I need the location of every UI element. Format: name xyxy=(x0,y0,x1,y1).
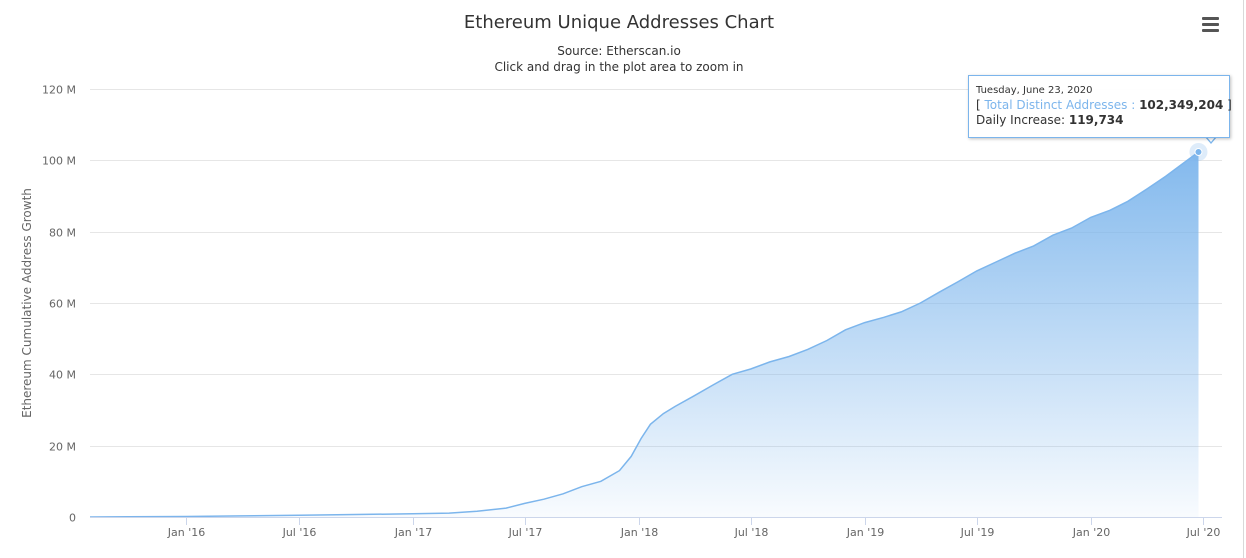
hamburger-menu-icon-bar xyxy=(1201,29,1219,32)
tooltip-increase-label: Daily Increase: xyxy=(976,113,1066,127)
series-area xyxy=(89,151,1199,518)
y-tick-label: 80 M xyxy=(49,227,76,240)
tooltip-arrow-inner xyxy=(1206,136,1216,142)
x-tick-label: Jan '19 xyxy=(846,526,884,539)
chart-tooltip: Tuesday, June 23, 2020 [ Total Distinct … xyxy=(968,75,1232,138)
y-tick-label: 40 M xyxy=(49,369,76,382)
x-tick-label: Jul '19 xyxy=(960,526,995,539)
x-tick-label: Jul '20 xyxy=(1186,526,1221,539)
hover-point xyxy=(1194,147,1203,156)
x-tick-label: Jul '17 xyxy=(508,526,543,539)
chart-subtitle-zoom-hint: Click and drag in the plot area to zoom … xyxy=(494,60,744,74)
series-area-fill xyxy=(90,152,1199,517)
y-tick-label: 20 M xyxy=(49,441,76,454)
tooltip-increase-line: Daily Increase: 119,734 xyxy=(976,113,1222,128)
hamburger-menu-icon-bar xyxy=(1201,23,1219,26)
tooltip-bracket-close: ] xyxy=(1227,98,1232,112)
chart-title: Ethereum Unique Addresses Chart xyxy=(463,12,775,33)
y-tick-label: 100 M xyxy=(42,155,76,168)
hover-marker xyxy=(1189,142,1208,161)
y-axis-title: Ethereum Cumulative Address Growth xyxy=(20,188,34,418)
x-tick-label: Jan '16 xyxy=(167,526,205,539)
tooltip-date: Tuesday, June 23, 2020 xyxy=(976,85,1093,96)
tooltip-bracket-open: [ xyxy=(976,98,981,112)
hamburger-menu-icon xyxy=(1201,17,1219,20)
x-tick-label: Jan '20 xyxy=(1072,526,1110,539)
hover-halo xyxy=(1189,142,1208,161)
series-line xyxy=(89,151,1199,518)
tooltip-increase-value: 119,734 xyxy=(1068,113,1124,127)
y-grid-lines xyxy=(90,89,1222,447)
page-edge-divider xyxy=(1243,0,1244,558)
tooltip-value: 102,349,204 xyxy=(1139,98,1224,112)
x-tick-label: Jan '17 xyxy=(394,526,432,539)
axes: 0 20 M 40 M 60 M 80 M 100 M 120 M Jan '16 Jul '1… xyxy=(42,84,1222,539)
tooltip-series-name: Total Distinct Addresses xyxy=(984,98,1128,112)
chart-subtitle-source: Source: Etherscan.io xyxy=(557,44,681,58)
chart-context-menu-button[interactable] xyxy=(1196,12,1224,38)
tooltip-separator: : xyxy=(1131,98,1136,112)
y-tick-label: 60 M xyxy=(49,298,76,311)
tooltip-series-line: [ Total Distinct Addresses : 102,349,204… xyxy=(976,98,1232,113)
x-tick-label: Jan '18 xyxy=(620,526,658,539)
y-tick-label: 120 M xyxy=(42,84,76,97)
x-tick-label: Jul '16 xyxy=(282,526,317,539)
x-tick-label: Jul '18 xyxy=(734,526,769,539)
y-tick-label: 0 xyxy=(69,512,76,525)
